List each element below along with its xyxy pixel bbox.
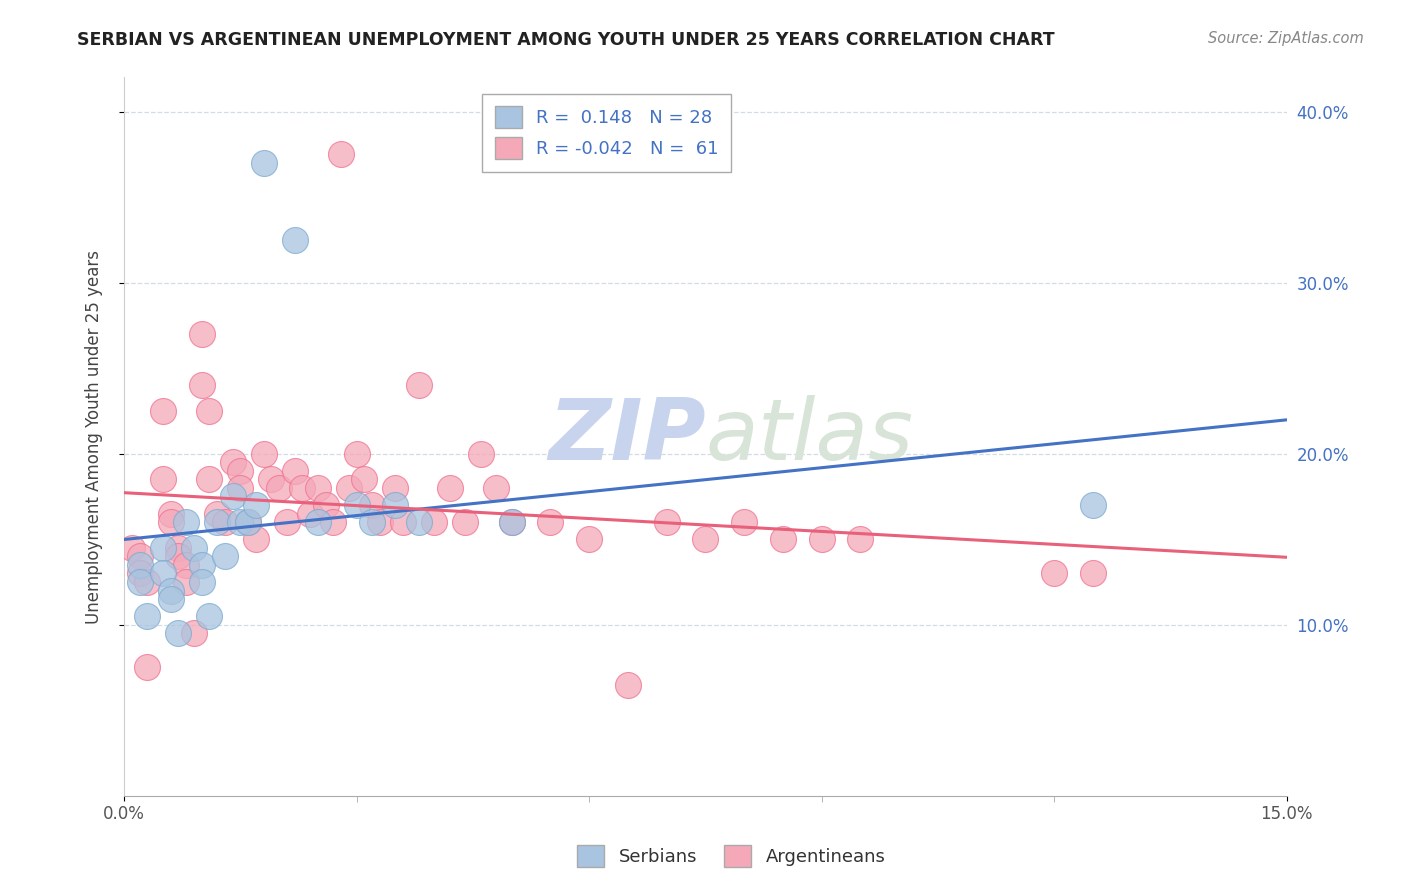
- Point: [221, 455, 243, 469]
- Point: [392, 515, 415, 529]
- Point: [307, 481, 329, 495]
- Point: [205, 515, 228, 529]
- Point: [260, 472, 283, 486]
- Point: [733, 515, 755, 529]
- Point: [214, 549, 236, 564]
- Point: [538, 515, 561, 529]
- Point: [128, 558, 150, 572]
- Point: [330, 147, 353, 161]
- Point: [236, 515, 259, 529]
- Point: [810, 533, 832, 547]
- Point: [190, 326, 212, 341]
- Point: [617, 677, 640, 691]
- Point: [136, 609, 159, 624]
- Point: [276, 515, 298, 529]
- Point: [121, 541, 143, 555]
- Point: [152, 404, 174, 418]
- Point: [136, 660, 159, 674]
- Point: [174, 558, 197, 572]
- Point: [136, 574, 159, 589]
- Point: [578, 533, 600, 547]
- Point: [346, 447, 368, 461]
- Point: [214, 515, 236, 529]
- Point: [159, 515, 181, 529]
- Point: [655, 515, 678, 529]
- Point: [1043, 566, 1066, 581]
- Point: [1081, 498, 1104, 512]
- Point: [128, 566, 150, 581]
- Y-axis label: Unemployment Among Youth under 25 years: Unemployment Among Youth under 25 years: [86, 250, 103, 624]
- Point: [152, 541, 174, 555]
- Point: [307, 515, 329, 529]
- Point: [322, 515, 344, 529]
- Point: [174, 515, 197, 529]
- Point: [346, 498, 368, 512]
- Point: [501, 515, 523, 529]
- Point: [695, 533, 717, 547]
- Point: [159, 507, 181, 521]
- Point: [501, 515, 523, 529]
- Point: [167, 541, 190, 555]
- Point: [245, 533, 267, 547]
- Point: [253, 156, 276, 170]
- Point: [190, 378, 212, 392]
- Point: [269, 481, 291, 495]
- Point: [384, 498, 406, 512]
- Point: [229, 481, 252, 495]
- Point: [152, 472, 174, 486]
- Point: [183, 626, 205, 640]
- Point: [167, 549, 190, 564]
- Point: [408, 515, 430, 529]
- Point: [205, 507, 228, 521]
- Point: [236, 515, 259, 529]
- Point: [470, 447, 492, 461]
- Point: [1081, 566, 1104, 581]
- Point: [159, 592, 181, 607]
- Point: [128, 549, 150, 564]
- Text: ZIP: ZIP: [548, 395, 706, 478]
- Point: [291, 481, 314, 495]
- Point: [152, 566, 174, 581]
- Point: [485, 481, 508, 495]
- Point: [190, 558, 212, 572]
- Point: [439, 481, 461, 495]
- Point: [183, 541, 205, 555]
- Point: [174, 574, 197, 589]
- Point: [221, 490, 243, 504]
- Text: atlas: atlas: [706, 395, 914, 478]
- Point: [384, 481, 406, 495]
- Point: [337, 481, 360, 495]
- Point: [353, 472, 375, 486]
- Point: [229, 515, 252, 529]
- Legend: Serbians, Argentineans: Serbians, Argentineans: [569, 838, 893, 874]
- Point: [198, 609, 221, 624]
- Point: [159, 583, 181, 598]
- Point: [408, 378, 430, 392]
- Point: [361, 515, 384, 529]
- Point: [167, 626, 190, 640]
- Point: [245, 498, 267, 512]
- Text: Source: ZipAtlas.com: Source: ZipAtlas.com: [1208, 31, 1364, 46]
- Point: [253, 447, 276, 461]
- Point: [284, 233, 307, 247]
- Point: [368, 515, 391, 529]
- Point: [190, 574, 212, 589]
- Point: [315, 498, 337, 512]
- Point: [198, 404, 221, 418]
- Point: [229, 464, 252, 478]
- Point: [284, 464, 307, 478]
- Point: [128, 574, 150, 589]
- Point: [772, 533, 794, 547]
- Point: [198, 472, 221, 486]
- Point: [361, 498, 384, 512]
- Text: SERBIAN VS ARGENTINEAN UNEMPLOYMENT AMONG YOUTH UNDER 25 YEARS CORRELATION CHART: SERBIAN VS ARGENTINEAN UNEMPLOYMENT AMON…: [77, 31, 1054, 49]
- Point: [299, 507, 322, 521]
- Point: [454, 515, 477, 529]
- Legend: R =  0.148   N = 28, R = -0.042   N =  61: R = 0.148 N = 28, R = -0.042 N = 61: [482, 94, 731, 172]
- Point: [849, 533, 872, 547]
- Point: [423, 515, 446, 529]
